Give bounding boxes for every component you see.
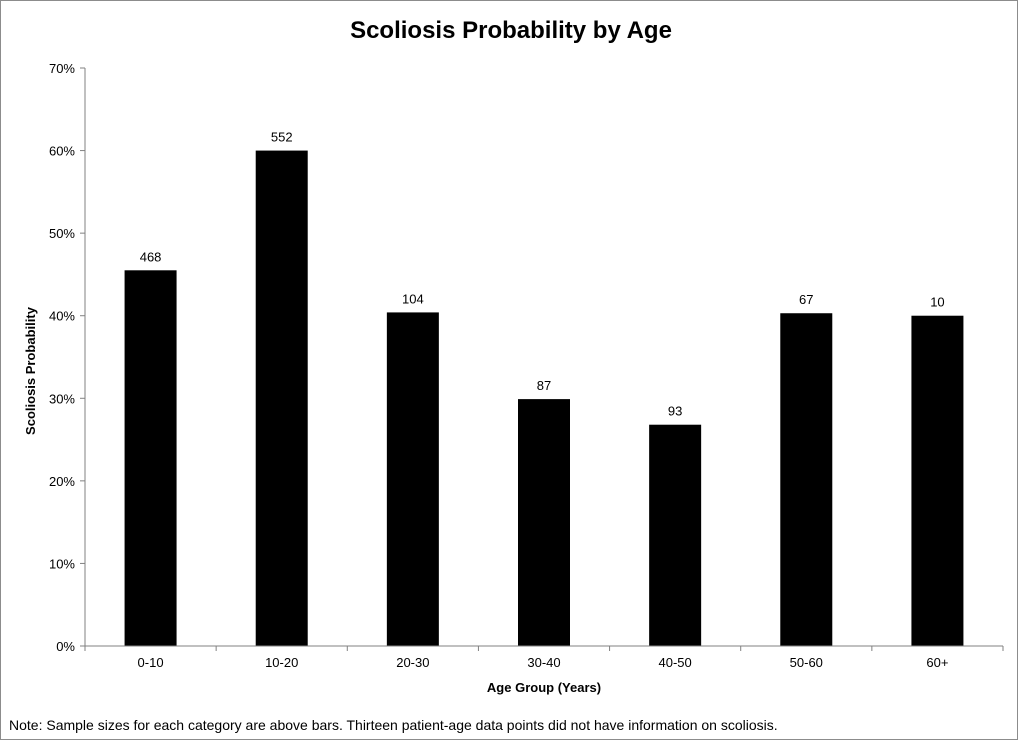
bar-data-label: 552 <box>271 130 293 145</box>
x-tick-label: 0-10 <box>138 655 164 670</box>
bar <box>780 313 833 646</box>
x-tick-label: 10-20 <box>265 655 298 670</box>
y-tick-label: 30% <box>49 391 75 406</box>
bar-data-label: 87 <box>537 378 551 393</box>
y-tick-label: 20% <box>49 474 75 489</box>
x-tick-label: 40-50 <box>659 655 692 670</box>
y-tick-label: 60% <box>49 144 75 159</box>
y-axis-title: Scoliosis Probability <box>23 306 38 435</box>
data-labels: 468 552 104 87 93 67 10 <box>140 130 945 419</box>
y-tick-label: 40% <box>49 309 75 324</box>
bar <box>124 270 177 646</box>
x-axis-title: Age Group (Years) <box>487 680 601 695</box>
bar-data-label: 93 <box>668 404 682 419</box>
x-tick-label: 60+ <box>926 655 948 670</box>
bar-data-label: 104 <box>402 291 424 306</box>
y-tick-label: 10% <box>49 556 75 571</box>
y-axis-ticks: 0% 10% 20% 30% 40% 50% 60% 70% <box>49 61 85 654</box>
bar <box>911 315 964 646</box>
x-tick-label: 50-60 <box>790 655 823 670</box>
bar-data-label: 10 <box>930 295 944 310</box>
bar <box>255 150 308 647</box>
bar <box>386 312 439 646</box>
y-tick-label: 50% <box>49 226 75 241</box>
bars <box>124 150 964 647</box>
bar <box>649 424 702 646</box>
chart-title: Scoliosis Probability by Age <box>350 17 672 44</box>
y-tick-label: 0% <box>56 639 75 654</box>
x-tick-label: 30-40 <box>527 655 560 670</box>
x-tick-label: 20-30 <box>396 655 429 670</box>
x-axis-ticks: 0-10 10-20 20-30 30-40 40-50 50-60 60+ <box>84 646 1004 670</box>
bar-data-label: 468 <box>140 249 162 264</box>
y-tick-label: 70% <box>49 61 75 76</box>
bar <box>518 399 570 646</box>
bar-chart: Scoliosis Probability by Age 0% 10% 20% 30%… <box>23 17 1004 695</box>
bar-data-label: 67 <box>799 292 813 307</box>
footnote: Note: Sample sizes for each category are… <box>9 717 778 733</box>
